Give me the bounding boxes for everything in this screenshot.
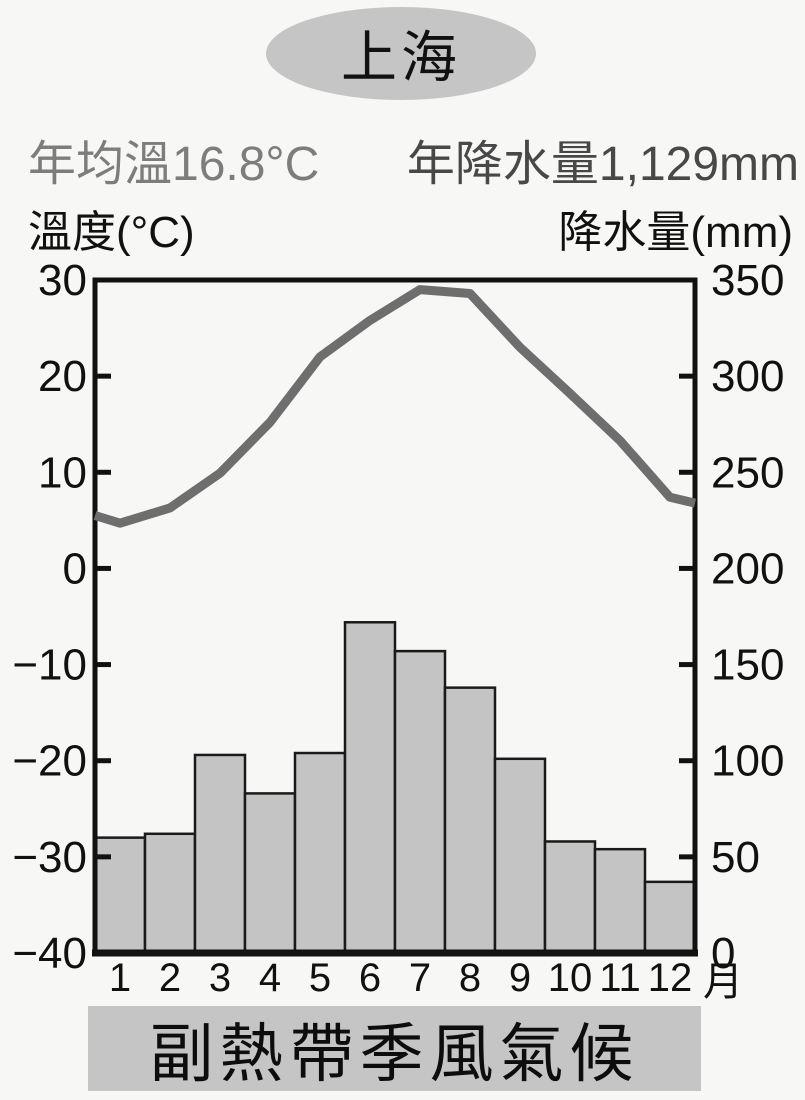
annual-precipitation: 年降水量1,129mm [406, 138, 799, 191]
right-axis-tick-label: 0 [711, 929, 735, 978]
right-axis-tick-label: 150 [711, 641, 784, 690]
month-label-10: 10 [548, 956, 593, 1000]
temperature-line [93, 285, 697, 528]
month-label-8: 8 [459, 956, 481, 1000]
month-label-5: 5 [309, 956, 331, 1000]
climate-type-banner: 副熱帶季風氣候 [88, 1006, 701, 1091]
month-label-3: 3 [209, 956, 231, 1000]
precip-bar-month-5 [293, 751, 347, 955]
right-axis-title: 降水量(mm) [558, 208, 793, 257]
month-label-7: 7 [409, 956, 431, 1000]
month-label-12: 12 [648, 956, 693, 1000]
month-label-9: 9 [509, 956, 531, 1000]
month-unit-label: 月 [703, 960, 743, 1004]
climate-type-label: 副熱帶季風氣候 [149, 1017, 640, 1090]
left-axis-tick-label: −30 [12, 833, 87, 882]
right-axis-tick-label: 250 [711, 448, 784, 497]
left-axis-tick-label: −20 [12, 737, 87, 786]
month-label-4: 4 [259, 956, 281, 1000]
month-label-6: 6 [359, 956, 381, 1000]
precip-bar-month-4 [243, 792, 297, 955]
city-title-ellipse: 上海 [266, 7, 536, 100]
right-axis-tick-label: 350 [711, 256, 784, 305]
left-axis-tick-label: −40 [12, 929, 87, 978]
right-axis-tick-label: 50 [711, 833, 760, 882]
precip-bar-month-8 [443, 686, 497, 955]
precip-bar-month-11 [593, 847, 647, 955]
left-axis-tick-label: 0 [63, 544, 87, 593]
left-axis-tick-label: 30 [38, 256, 87, 305]
month-label-11: 11 [599, 956, 641, 1000]
precip-bar-month-12 [643, 880, 697, 955]
left-axis-tick-label: 10 [38, 448, 87, 497]
left-axis-title: 溫度(°C) [28, 208, 195, 257]
right-axis-tick-label: 300 [711, 352, 784, 401]
precip-bar-month-7 [393, 649, 447, 955]
month-label-1: 1 [109, 956, 131, 1000]
left-axis-tick-label: −10 [12, 641, 87, 690]
month-label-2: 2 [159, 956, 181, 1000]
right-axis-tick-label: 200 [711, 544, 784, 593]
city-title: 上海 [341, 26, 461, 89]
precip-bar-month-2 [143, 832, 197, 955]
precip-bar-month-3 [193, 753, 247, 955]
precip-bar-month-9 [493, 757, 547, 955]
precip-bar-month-6 [343, 621, 397, 955]
right-axis-tick-label: 100 [711, 737, 784, 786]
left-axis-tick-label: 20 [38, 352, 87, 401]
precip-bar-month-10 [543, 840, 597, 955]
annual-mean-temperature: 年均溫16.8°C [28, 138, 320, 191]
